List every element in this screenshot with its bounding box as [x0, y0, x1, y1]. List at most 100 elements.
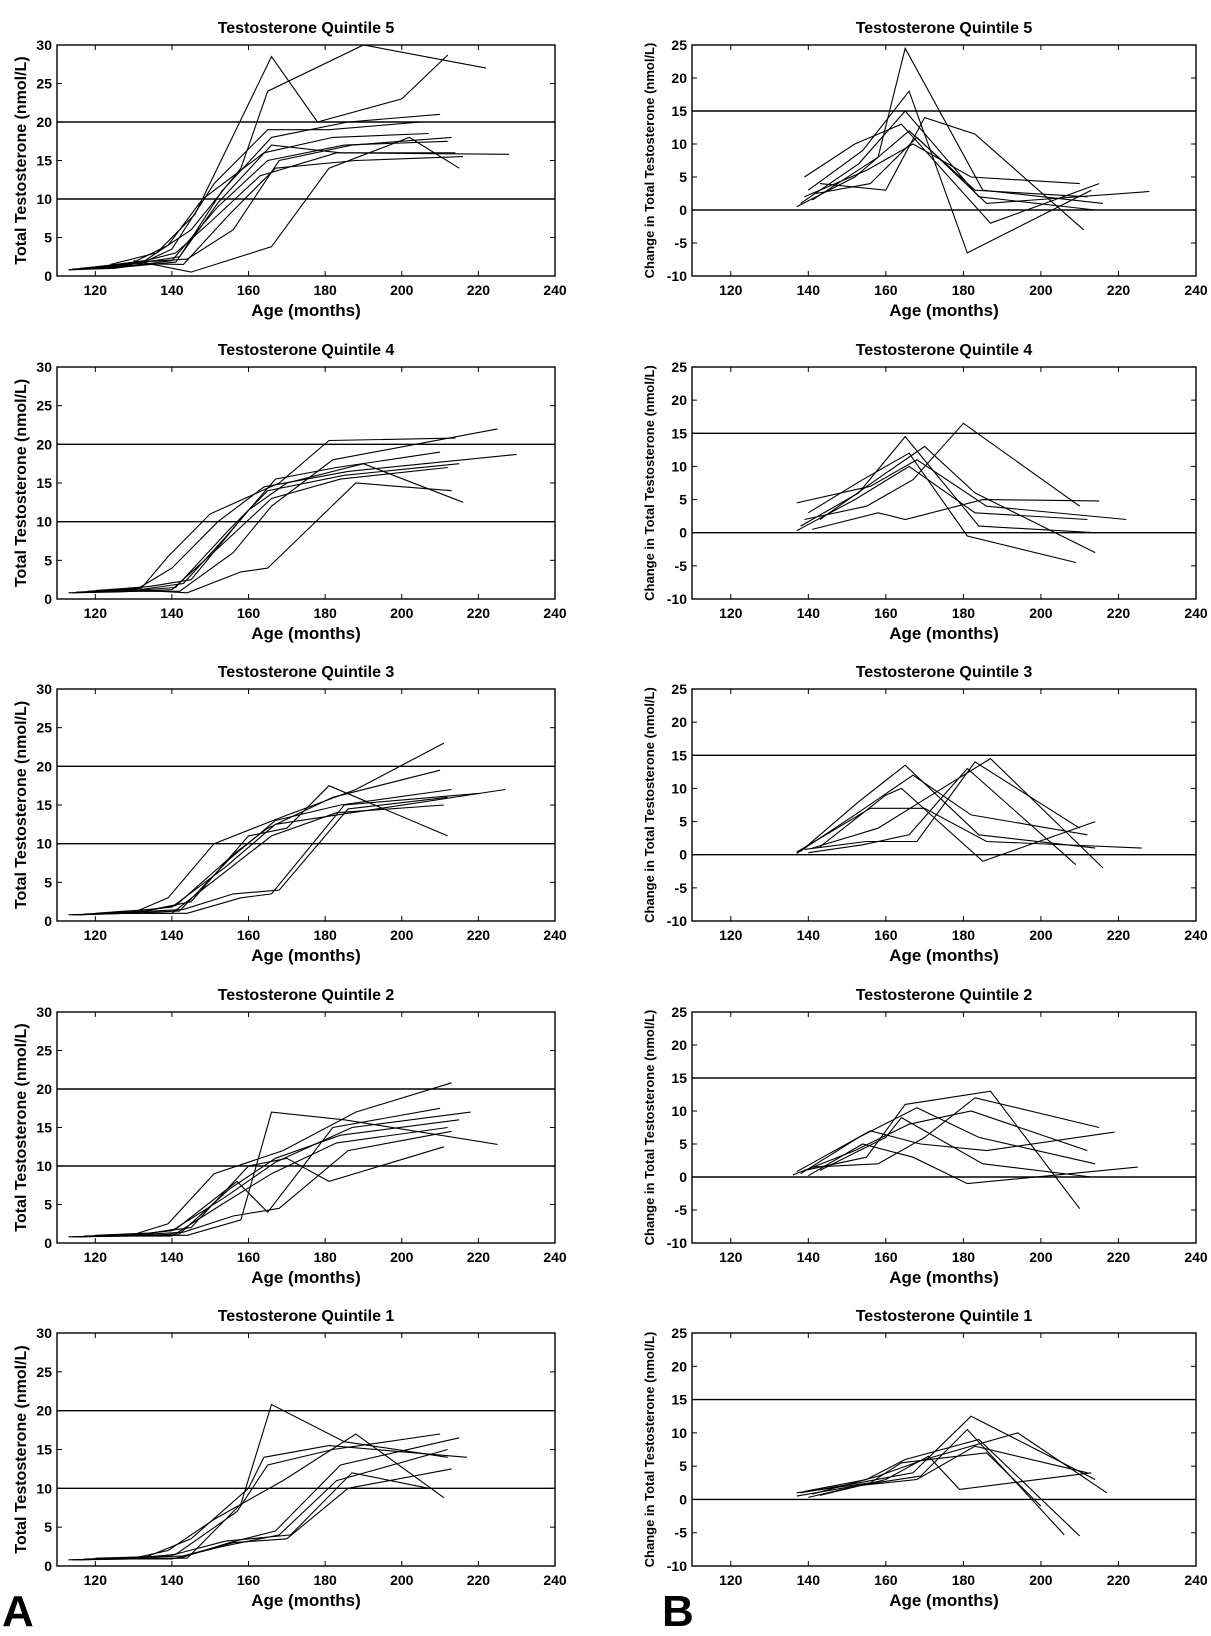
x-tick-label: 240: [1184, 1249, 1208, 1265]
x-tick-label: 160: [237, 927, 261, 943]
series-line: [79, 742, 445, 916]
x-tick-label: 180: [952, 1572, 976, 1588]
y-tick-label: 20: [36, 1081, 52, 1097]
y-axis-label: Total Testosterone (nmol/L): [13, 701, 30, 909]
x-tick-label: 220: [467, 1572, 491, 1588]
y-tick-label: 5: [679, 492, 687, 508]
x-tick-label: 120: [719, 605, 743, 621]
series-line: [812, 1097, 1100, 1168]
series-line: [76, 1119, 460, 1238]
y-axis-label: Change in Total Testosterone (nmol/L): [642, 43, 657, 279]
x-tick-label: 120: [719, 1572, 743, 1588]
chart-title: Testosterone Quintile 2: [218, 987, 395, 1004]
series-line: [808, 767, 1077, 866]
series-line: [807, 90, 1092, 254]
x-tick-label: 180: [313, 1249, 337, 1265]
y-tick-label: -5: [675, 1202, 688, 1218]
x-tick-label: 200: [1029, 605, 1053, 621]
series-line: [819, 1116, 1092, 1178]
series-line: [804, 761, 1080, 850]
y-axis-label: Change in Total Testosterone (nmol/L): [642, 1010, 657, 1246]
y-tick-label: 20: [671, 1358, 687, 1374]
y-tick-label: 30: [36, 1325, 52, 1341]
y-tick-label: 5: [44, 1197, 52, 1213]
y-tick-label: 20: [671, 1037, 687, 1053]
x-tick-label: 180: [952, 927, 976, 943]
x-axis-label: Age (months): [251, 1591, 361, 1610]
panel-label-a: A: [2, 1587, 34, 1636]
y-tick-label: 20: [671, 70, 687, 86]
series-line: [796, 1452, 1042, 1507]
series-line: [808, 452, 1076, 564]
chart-title: Testosterone Quintile 4: [856, 342, 1033, 359]
x-tick-label: 120: [84, 1572, 108, 1588]
y-tick-label: 10: [671, 1103, 687, 1119]
x-tick-label: 160: [237, 605, 261, 621]
chart-title: Testosterone Quintile 5: [856, 20, 1033, 37]
series-line: [87, 437, 456, 592]
x-axis-label: Age (months): [889, 624, 999, 643]
y-axis-label: Change in Total Testosterone (nmol/L): [642, 365, 657, 601]
y-axis-label: Total Testosterone (nmol/L): [13, 379, 30, 587]
y-tick-label: 15: [36, 153, 52, 169]
y-tick-label: 5: [679, 1136, 687, 1152]
y-tick-label: 20: [36, 1403, 52, 1419]
y-tick-label: 25: [36, 398, 52, 414]
series-line: [72, 428, 498, 594]
y-tick-label: 25: [36, 1043, 52, 1059]
x-tick-label: 180: [313, 927, 337, 943]
series-line: [808, 1428, 1065, 1536]
y-tick-label: 15: [36, 475, 52, 491]
x-tick-label: 120: [84, 1249, 108, 1265]
chart-title: Testosterone Quintile 2: [856, 987, 1033, 1004]
x-tick-label: 240: [543, 282, 567, 298]
series-line: [72, 1111, 498, 1238]
x-tick-label: 160: [237, 1249, 261, 1265]
x-tick-label: 120: [84, 605, 108, 621]
x-tick-label: 240: [543, 1572, 567, 1588]
series-line: [95, 1111, 471, 1236]
x-axis-label: Age (months): [889, 1591, 999, 1610]
y-tick-label: 0: [44, 1235, 52, 1251]
y-tick-label: 10: [36, 1158, 52, 1174]
y-tick-label: 10: [671, 1425, 687, 1441]
y-tick-label: -10: [667, 1558, 687, 1574]
plot-frame: [691, 1332, 1197, 1567]
x-tick-label: 140: [797, 927, 821, 943]
x-tick-label: 140: [160, 282, 184, 298]
series-line: [91, 1130, 452, 1237]
y-tick-label: 25: [671, 1325, 687, 1341]
y-tick-label: 25: [671, 37, 687, 53]
y-tick-label: 10: [36, 836, 52, 852]
plot-frame: [691, 44, 1197, 277]
x-tick-label: 200: [1029, 1572, 1053, 1588]
plot-frame: [691, 1011, 1197, 1244]
x-tick-label: 140: [160, 927, 184, 943]
x-tick-label: 180: [313, 605, 337, 621]
y-tick-label: 0: [679, 847, 687, 863]
y-tick-label: 0: [44, 268, 52, 284]
y-tick-label: 15: [671, 1070, 687, 1086]
x-tick-label: 240: [1184, 605, 1208, 621]
y-tick-label: 15: [671, 747, 687, 763]
y-tick-label: 0: [679, 525, 687, 541]
x-tick-label: 220: [467, 927, 491, 943]
series-line: [76, 463, 460, 593]
y-tick-label: 5: [44, 1519, 52, 1535]
x-tick-label: 160: [874, 282, 898, 298]
y-tick-label: 0: [44, 1558, 52, 1574]
x-tick-label: 120: [719, 282, 743, 298]
series-line: [68, 140, 448, 271]
series-line: [796, 1445, 1088, 1497]
x-axis-label: Age (months): [251, 624, 361, 643]
chart-b-row-2: 120 140 160 180 200 220 240 -10 -5 0 5 10 15 20 25 Test…: [642, 342, 1208, 643]
y-tick-label: 10: [671, 136, 687, 152]
y-tick-label: 25: [36, 720, 52, 736]
x-tick-label: 220: [1107, 927, 1131, 943]
chart-a-row-2: 120 140 160 180 200 220 240 0 5 10 15 20 25 30 Testost…: [13, 342, 567, 643]
x-axis-label: Age (months): [251, 1268, 361, 1287]
y-tick-label: 10: [36, 191, 52, 207]
series-line: [95, 136, 452, 268]
series-line: [819, 445, 1096, 554]
y-tick-label: 10: [36, 514, 52, 530]
